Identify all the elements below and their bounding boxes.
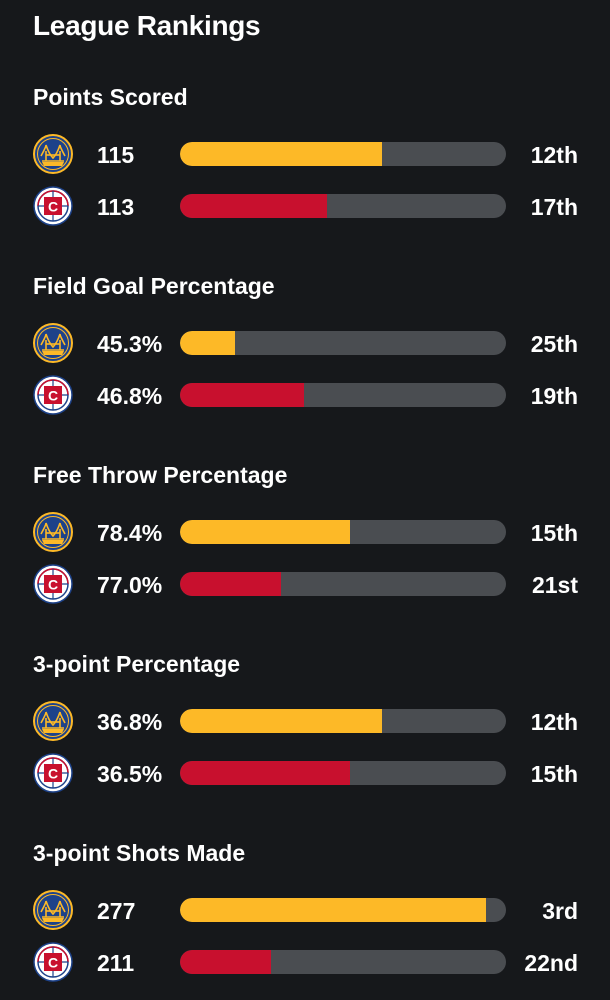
stat-value: 277: [97, 898, 136, 924]
section-title: 3-point Shots Made: [33, 840, 246, 866]
stat-bar-fill: [180, 331, 236, 355]
warriors-logo-icon: [33, 701, 73, 741]
svg-text:C: C: [48, 577, 58, 593]
stat-value: 45.3%: [97, 331, 163, 357]
stat-bar-track: [180, 572, 506, 596]
stat-rank: 15th: [530, 761, 578, 787]
stat-row-clippers: C 46.8% 19th: [0, 375, 610, 417]
stat-value: 36.5%: [97, 761, 163, 787]
stat-bar-track: [180, 194, 506, 218]
stat-bar-fill: [180, 520, 350, 544]
stat-bar-track: [180, 383, 506, 407]
stat-bar-fill: [180, 761, 350, 785]
section-3-point-percentage: 3-point Percentage 36.8% 12th C 36.5%: [0, 651, 610, 831]
stat-bar-track: [180, 520, 506, 544]
stat-row-clippers: C 211 22nd: [0, 942, 610, 984]
stat-bar-fill: [180, 709, 383, 733]
stat-row-warriors: 36.8% 12th: [0, 701, 610, 743]
stat-rank: 17th: [530, 194, 578, 220]
stat-rank: 21st: [531, 572, 578, 598]
stat-row-warriors: 277 3rd: [0, 890, 610, 932]
stat-value: 36.8%: [97, 709, 163, 735]
stat-bar-fill: [180, 898, 487, 922]
stat-value: 115: [97, 142, 135, 168]
svg-text:C: C: [48, 955, 58, 971]
stat-bar-track: [180, 709, 506, 733]
stat-bar-track: [180, 898, 506, 922]
clippers-logo-icon: C: [33, 186, 73, 226]
section-field-goal-percentage: Field Goal Percentage 45.3% 25th C 46.8%: [0, 273, 610, 453]
stat-row-warriors: 78.4% 15th: [0, 512, 610, 554]
stat-rank: 22nd: [524, 950, 578, 976]
svg-text:C: C: [48, 199, 58, 215]
clippers-logo-icon: C: [33, 942, 73, 982]
stat-value: 78.4%: [97, 520, 163, 546]
warriors-logo-icon: [33, 134, 73, 174]
stat-row-clippers: C 36.5% 15th: [0, 753, 610, 795]
svg-text:C: C: [48, 766, 58, 782]
warriors-logo-icon: [33, 323, 73, 363]
stat-bar-track: [180, 331, 506, 355]
clippers-logo-icon: C: [33, 753, 73, 793]
stat-value: 113: [97, 194, 135, 220]
stat-rank: 12th: [530, 142, 578, 168]
stat-bar-fill: [180, 142, 383, 166]
stat-row-clippers: C 77.0% 21st: [0, 564, 610, 606]
clippers-logo-icon: C: [33, 375, 73, 415]
stat-rank: 12th: [530, 709, 578, 735]
stat-row-warriors: 45.3% 25th: [0, 323, 610, 365]
stat-row-clippers: C 113 17th: [0, 186, 610, 228]
stat-value: 77.0%: [97, 572, 163, 598]
stat-row-warriors: 115 12th: [0, 134, 610, 176]
stat-rank: 25th: [530, 331, 578, 357]
stat-bar-fill: [180, 950, 272, 974]
warriors-logo-icon: [33, 890, 73, 930]
clippers-logo-icon: C: [33, 564, 73, 604]
section-title: 3-point Percentage: [33, 651, 241, 677]
stat-bar-fill: [180, 383, 304, 407]
stat-value: 211: [97, 950, 135, 976]
stat-value: 46.8%: [97, 383, 163, 409]
stat-bar-fill: [180, 572, 282, 596]
section-points-scored: Points Scored 115 12th C 113 17th: [0, 84, 610, 264]
stat-rank: 3rd: [542, 898, 578, 924]
page-title: League Rankings: [33, 10, 261, 41]
stat-bar-fill: [180, 194, 327, 218]
stat-bar-track: [180, 761, 506, 785]
stat-bar-track: [180, 950, 506, 974]
section-title: Free Throw Percentage: [33, 462, 288, 488]
svg-text:C: C: [48, 388, 58, 404]
stat-bar-track: [180, 142, 506, 166]
section-3-point-shots-made: 3-point Shots Made 277 3rd C 211 22nd: [0, 840, 610, 1000]
section-free-throw-percentage: Free Throw Percentage 78.4% 15th C 77.0%: [0, 462, 610, 642]
warriors-logo-icon: [33, 512, 73, 552]
stat-rank: 15th: [530, 520, 578, 546]
section-title: Points Scored: [33, 84, 188, 110]
section-title: Field Goal Percentage: [33, 273, 275, 299]
stat-rank: 19th: [530, 383, 578, 409]
